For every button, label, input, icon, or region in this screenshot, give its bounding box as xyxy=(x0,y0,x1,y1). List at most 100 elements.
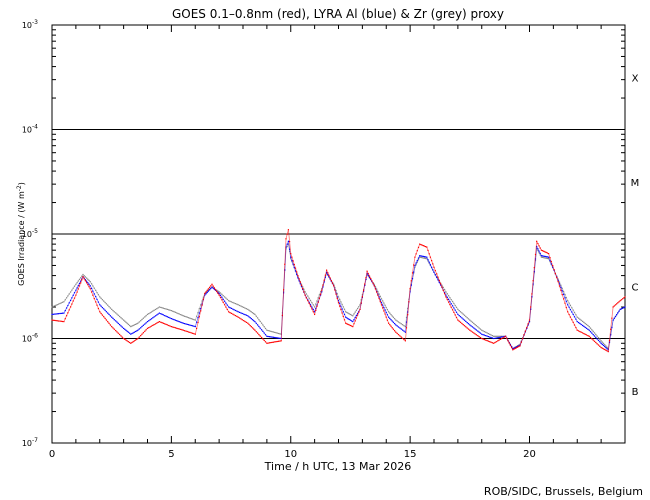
data-point xyxy=(542,256,544,258)
data-point xyxy=(252,327,254,329)
data-point xyxy=(546,257,548,260)
series-red xyxy=(51,229,626,353)
data-point xyxy=(390,314,392,316)
data-point xyxy=(59,320,61,322)
data-point xyxy=(507,340,509,342)
data-point xyxy=(158,312,160,314)
data-point xyxy=(130,333,132,335)
data-point xyxy=(160,321,162,323)
data-point xyxy=(589,336,592,339)
data-point xyxy=(466,327,468,329)
data-point xyxy=(214,289,217,291)
data-point xyxy=(165,308,167,310)
y-tick-label: 10-5 xyxy=(22,228,38,239)
data-point xyxy=(141,318,143,321)
data-point xyxy=(388,311,390,313)
data-point xyxy=(133,331,135,333)
data-point xyxy=(272,336,274,338)
data-point xyxy=(173,311,175,313)
data-point xyxy=(323,281,325,283)
data-point xyxy=(337,300,340,302)
data-point xyxy=(55,304,57,306)
data-point xyxy=(436,276,438,278)
data-point xyxy=(434,270,436,272)
data-point xyxy=(263,339,265,341)
data-point xyxy=(389,317,391,320)
data-point xyxy=(158,321,160,323)
data-point xyxy=(399,327,401,329)
data-point xyxy=(440,284,442,286)
data-point xyxy=(475,334,477,336)
data-point xyxy=(446,293,448,295)
data-point xyxy=(71,303,73,305)
data-point xyxy=(162,314,164,316)
data-point xyxy=(446,298,448,301)
data-point xyxy=(161,322,163,324)
data-point xyxy=(463,325,466,327)
flare-class-label: X xyxy=(632,73,639,84)
data-point xyxy=(545,256,547,258)
data-point xyxy=(402,324,404,326)
data-point xyxy=(153,309,155,311)
data-point xyxy=(475,325,477,327)
data-point xyxy=(51,306,53,308)
data-point xyxy=(452,309,454,311)
data-point xyxy=(602,342,605,344)
data-point xyxy=(146,327,149,329)
data-point xyxy=(417,246,420,248)
data-point xyxy=(355,314,357,317)
data-point xyxy=(249,325,251,327)
data-point xyxy=(174,311,176,313)
data-point xyxy=(503,336,505,338)
data-point xyxy=(305,297,307,299)
data-point xyxy=(117,314,119,316)
data-point xyxy=(366,270,368,272)
data-point xyxy=(425,256,427,258)
data-point xyxy=(54,313,56,315)
data-point xyxy=(587,328,589,330)
data-point xyxy=(164,323,166,325)
data-point xyxy=(544,255,546,257)
data-point xyxy=(604,345,606,348)
data-point xyxy=(449,304,451,306)
data-point xyxy=(396,320,398,322)
data-point xyxy=(450,306,452,308)
data-point xyxy=(380,304,383,306)
data-point xyxy=(353,319,355,321)
data-point xyxy=(567,300,569,302)
data-point xyxy=(493,335,495,337)
data-point xyxy=(568,302,570,304)
data-point xyxy=(383,310,385,312)
data-point xyxy=(255,315,257,317)
x-tick-label: 0 xyxy=(49,449,55,460)
data-point xyxy=(534,258,537,260)
data-point xyxy=(605,345,607,347)
data-point xyxy=(63,321,65,323)
data-point xyxy=(455,306,458,308)
data-point xyxy=(300,284,303,286)
data-point xyxy=(341,308,343,310)
data-point xyxy=(389,312,391,314)
data-point xyxy=(298,280,300,282)
data-point xyxy=(133,324,135,326)
data-point xyxy=(66,315,68,317)
data-point xyxy=(416,260,418,262)
data-point xyxy=(219,294,222,296)
data-point xyxy=(361,296,363,298)
data-point xyxy=(121,318,123,320)
data-point xyxy=(172,318,174,320)
data-point xyxy=(132,324,134,327)
data-point xyxy=(312,304,314,306)
data-point xyxy=(602,348,605,350)
data-point xyxy=(420,255,422,257)
data-point xyxy=(72,300,74,302)
data-point xyxy=(483,331,485,333)
data-point xyxy=(327,273,329,276)
data-point xyxy=(341,303,343,305)
data-point xyxy=(308,302,310,304)
data-point xyxy=(154,308,157,311)
data-point xyxy=(607,351,609,353)
data-point xyxy=(196,327,198,329)
data-point xyxy=(407,314,409,316)
data-point xyxy=(291,261,293,263)
